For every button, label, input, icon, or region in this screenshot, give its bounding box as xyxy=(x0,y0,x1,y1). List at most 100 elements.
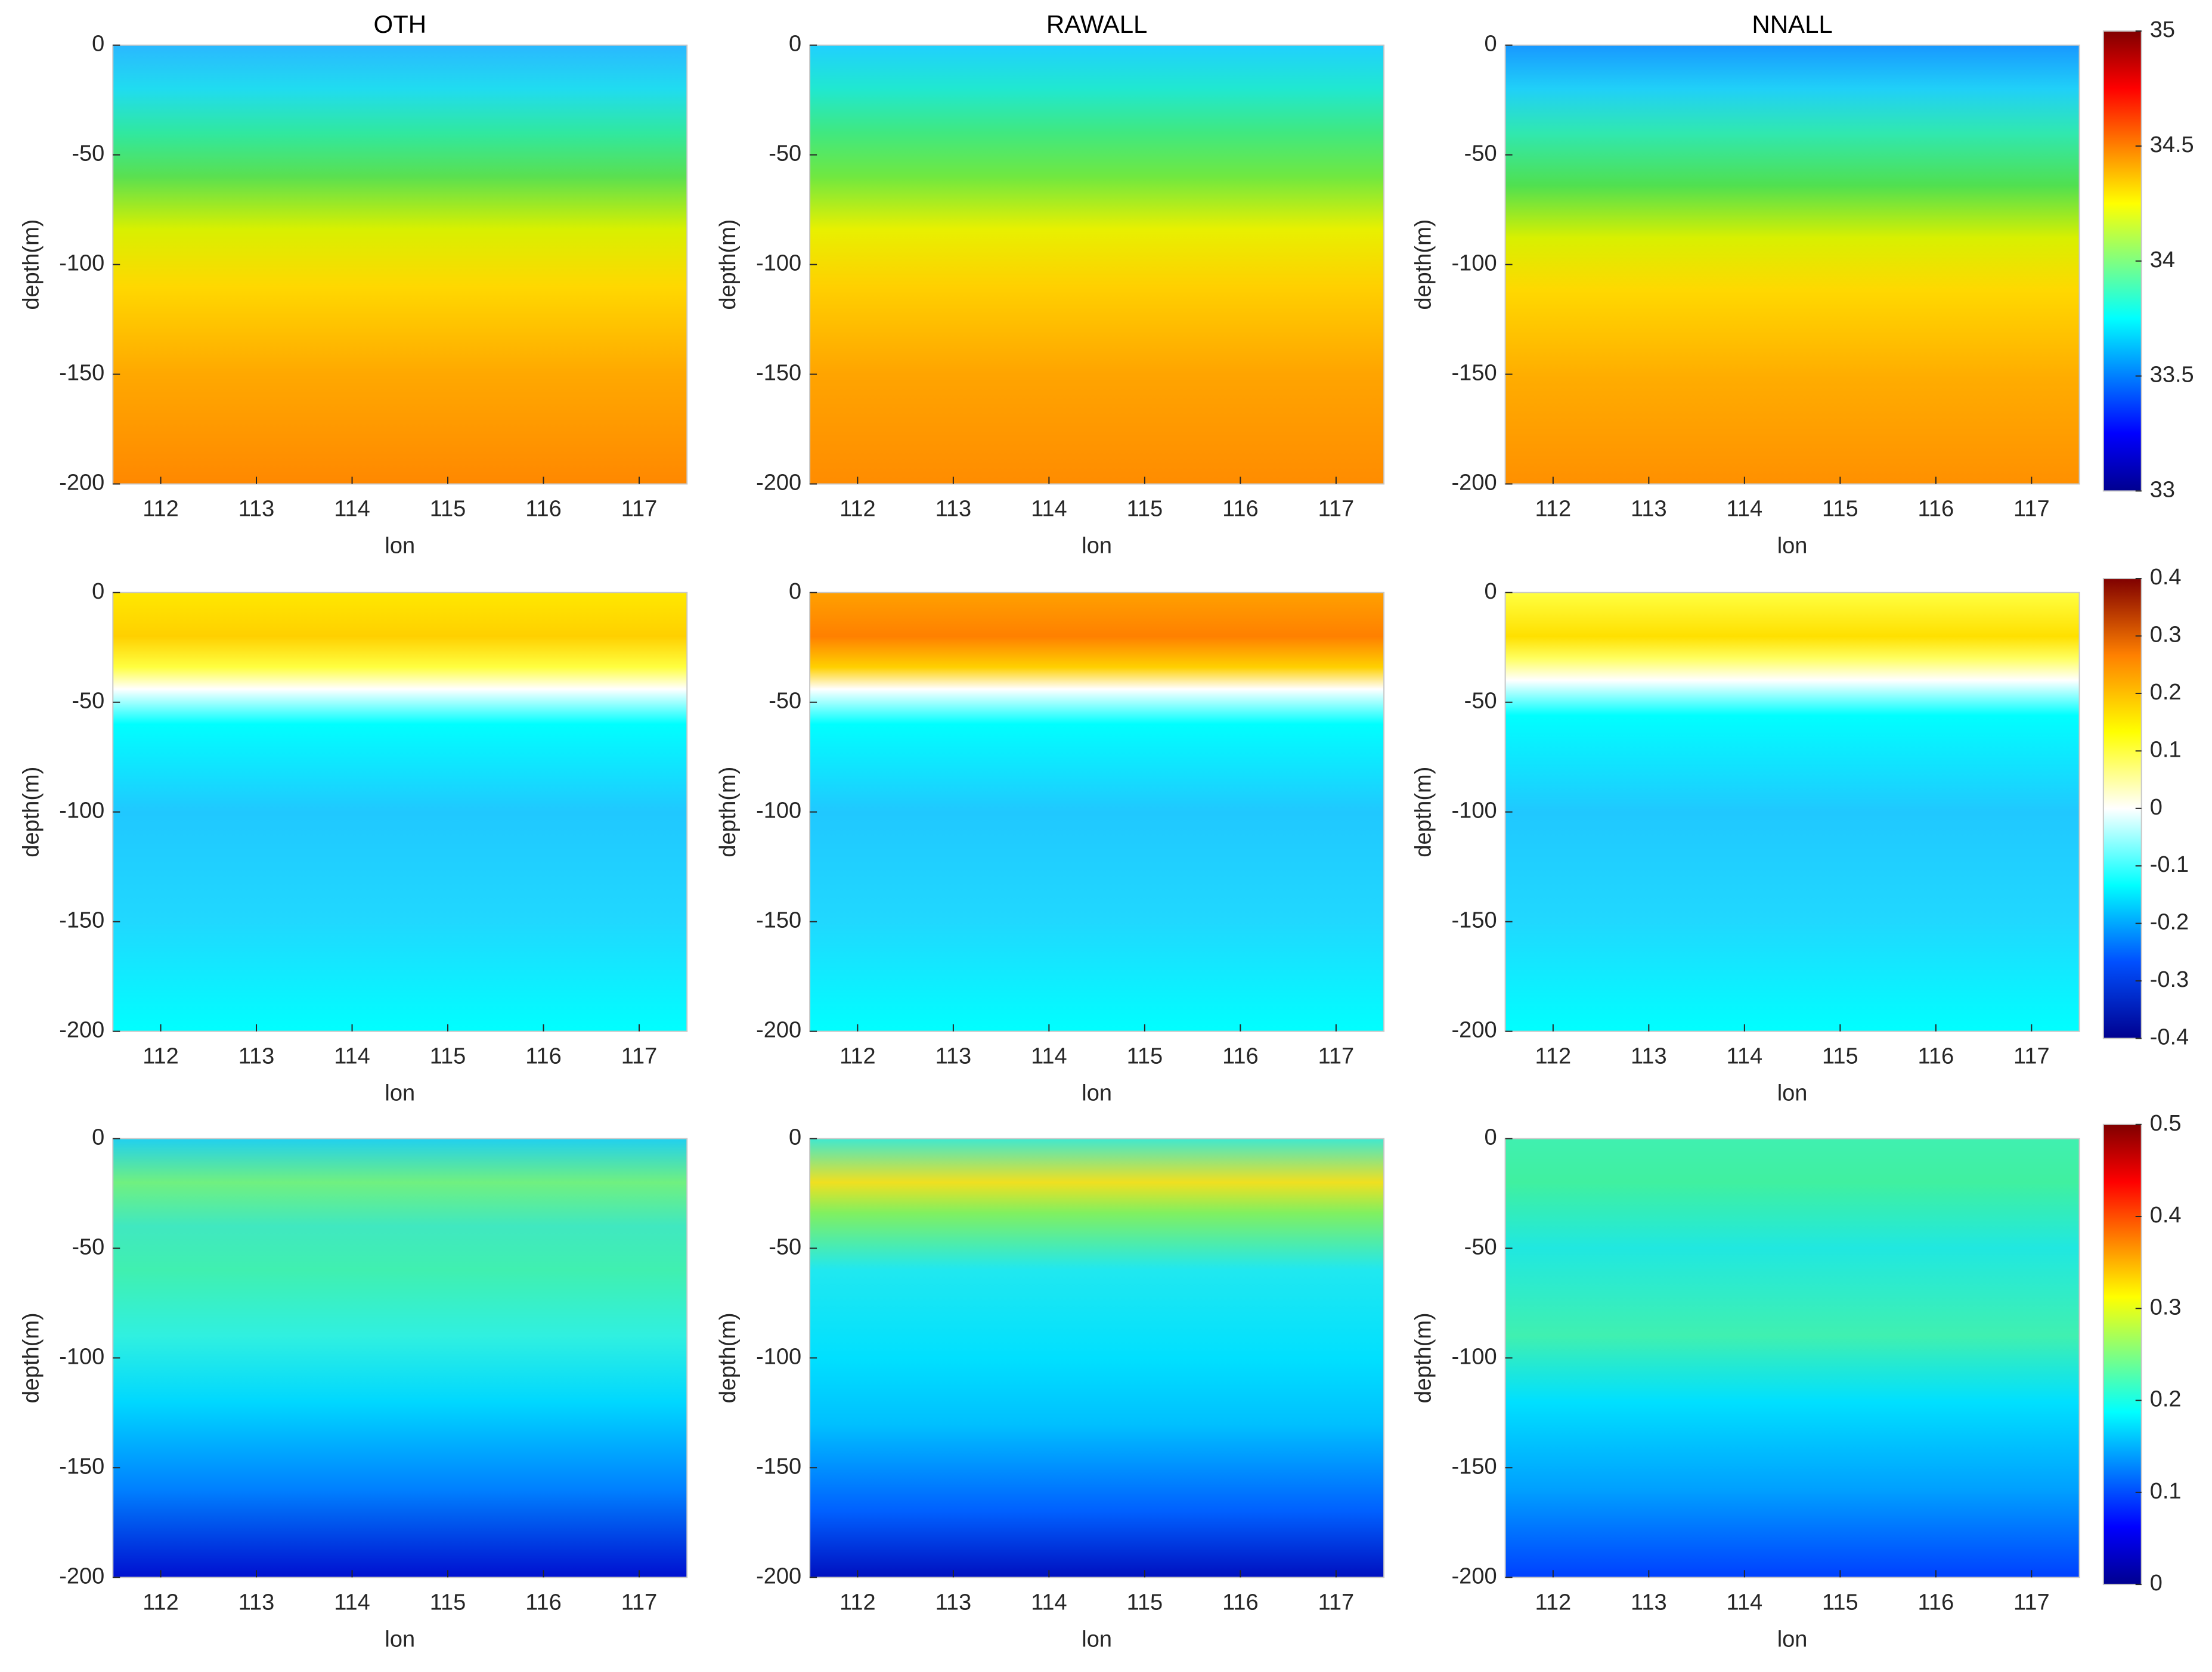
panel-title: RAWALL xyxy=(1046,10,1148,38)
colorbar-tick-label: 0.3 xyxy=(2150,1295,2182,1320)
panel-title: NNALL xyxy=(1752,10,1832,38)
x-tick-label: 117 xyxy=(1318,1590,1355,1615)
x-tick-label: 112 xyxy=(142,1590,179,1615)
y-axis-label: depth(m) xyxy=(1411,219,1436,310)
x-axis-label: lon xyxy=(1777,534,1808,559)
x-tick-label: 116 xyxy=(1918,497,1954,522)
colorbar-tick-label: 0 xyxy=(2150,795,2163,820)
x-tick-label: 117 xyxy=(2013,497,2050,522)
x-tick-label: 114 xyxy=(334,1590,370,1615)
x-tick-label: 113 xyxy=(1631,497,1667,522)
colorbar-tick-label: 0.1 xyxy=(2150,1479,2182,1504)
x-tick-label: 115 xyxy=(1127,497,1163,522)
x-axis-label: lon xyxy=(1777,1081,1808,1106)
contour-field xyxy=(1505,45,2080,484)
y-tick-label: 0 xyxy=(1484,1125,1497,1150)
colorbar xyxy=(2102,1123,2142,1586)
y-tick-label: -50 xyxy=(1464,689,1497,714)
y-tick-label: -150 xyxy=(756,361,801,386)
x-tick-label: 112 xyxy=(839,1044,876,1069)
x-tick-label: 116 xyxy=(525,497,562,522)
x-tick-label: 117 xyxy=(1318,1044,1355,1069)
x-tick-label: 116 xyxy=(1222,1044,1259,1069)
y-tick-label: 0 xyxy=(789,32,801,57)
y-tick-label: -200 xyxy=(59,1563,104,1589)
x-tick-label: 112 xyxy=(142,1044,179,1069)
y-axis-label: depth(m) xyxy=(18,767,44,857)
y-tick-label: -200 xyxy=(1452,1018,1497,1043)
x-tick-label: 113 xyxy=(238,1590,275,1615)
colorbar-tick-label: 0.1 xyxy=(2150,737,2182,762)
y-tick-label: -200 xyxy=(756,1563,801,1589)
x-axis-label: lon xyxy=(1082,1081,1112,1106)
colorbar-tick-label: 0.4 xyxy=(2150,565,2182,590)
y-axis-label: depth(m) xyxy=(18,219,44,310)
x-tick-label: 115 xyxy=(430,1044,466,1069)
x-tick-label: 117 xyxy=(621,497,658,522)
x-axis-label: lon xyxy=(1082,534,1112,559)
x-tick-label: 115 xyxy=(1822,1044,1858,1069)
x-tick-label: 115 xyxy=(1822,497,1858,522)
x-tick-label: 117 xyxy=(621,1590,658,1615)
x-tick-label: 113 xyxy=(238,497,275,522)
y-tick-label: -150 xyxy=(59,908,104,933)
y-tick-label: -50 xyxy=(769,689,801,714)
x-tick-label: 113 xyxy=(1631,1590,1667,1615)
y-tick-label: -150 xyxy=(59,1454,104,1479)
x-tick-label: 114 xyxy=(1727,1044,1763,1069)
x-tick-label: 114 xyxy=(1031,1590,1067,1615)
y-tick-label: -150 xyxy=(756,1454,801,1479)
colorbar-tick-label: 0.3 xyxy=(2150,623,2182,648)
y-tick-label: -100 xyxy=(59,798,104,823)
x-tick-label: 113 xyxy=(238,1044,275,1069)
contour-field xyxy=(113,45,687,484)
panel-title: OTH xyxy=(373,10,426,38)
x-tick-label: 112 xyxy=(1535,1590,1572,1615)
y-tick-label: 0 xyxy=(92,579,104,604)
colorbar-tick-label: -0.2 xyxy=(2150,910,2189,935)
x-tick-label: 116 xyxy=(1918,1044,1954,1069)
x-tick-label: 113 xyxy=(935,497,972,522)
colorbar-tick-label: -0.1 xyxy=(2150,852,2189,877)
x-axis-label: lon xyxy=(385,534,415,559)
x-tick-label: 114 xyxy=(334,1044,370,1069)
x-tick-label: 117 xyxy=(2013,1044,2050,1069)
y-tick-label: -150 xyxy=(1452,1454,1497,1479)
contour-field xyxy=(1505,1138,2080,1578)
colorbar-tick-label: 33.5 xyxy=(2150,363,2194,388)
x-tick-label: 116 xyxy=(1222,1590,1259,1615)
x-tick-label: 114 xyxy=(1031,497,1067,522)
x-tick-label: 116 xyxy=(525,1044,562,1069)
y-tick-label: -150 xyxy=(1452,361,1497,386)
colorbar-tick-label: 34.5 xyxy=(2150,132,2194,157)
x-axis-label: lon xyxy=(1082,1627,1112,1652)
y-tick-label: -100 xyxy=(59,251,104,276)
y-tick-label: -50 xyxy=(72,1234,104,1259)
x-tick-label: 116 xyxy=(1222,497,1259,522)
contour-field xyxy=(1505,592,2080,1032)
y-tick-label: -100 xyxy=(1452,1344,1497,1369)
y-tick-label: 0 xyxy=(92,1125,104,1150)
x-tick-label: 117 xyxy=(621,1044,658,1069)
contour-field xyxy=(113,592,687,1032)
contour-field xyxy=(810,592,1384,1032)
colorbar-tick-label: 0.4 xyxy=(2150,1203,2182,1228)
colorbar-tick-label: 35 xyxy=(2150,17,2175,42)
y-tick-label: -200 xyxy=(1452,1563,1497,1589)
y-tick-label: -100 xyxy=(756,251,801,276)
x-tick-label: 114 xyxy=(1727,497,1763,522)
x-tick-label: 112 xyxy=(1535,1044,1572,1069)
contour-field xyxy=(810,45,1384,484)
y-tick-label: -100 xyxy=(756,798,801,823)
x-tick-label: 115 xyxy=(1822,1590,1858,1615)
x-tick-label: 113 xyxy=(935,1590,972,1615)
x-tick-label: 115 xyxy=(1127,1590,1163,1615)
y-tick-label: -50 xyxy=(769,1234,801,1259)
colorbar-tick-label: 33 xyxy=(2150,477,2175,502)
colorbar-tick-label: 34 xyxy=(2150,247,2175,273)
x-tick-label: 115 xyxy=(430,497,466,522)
x-tick-label: 114 xyxy=(1031,1044,1067,1069)
y-tick-label: -200 xyxy=(1452,470,1497,496)
x-tick-label: 112 xyxy=(1535,497,1572,522)
